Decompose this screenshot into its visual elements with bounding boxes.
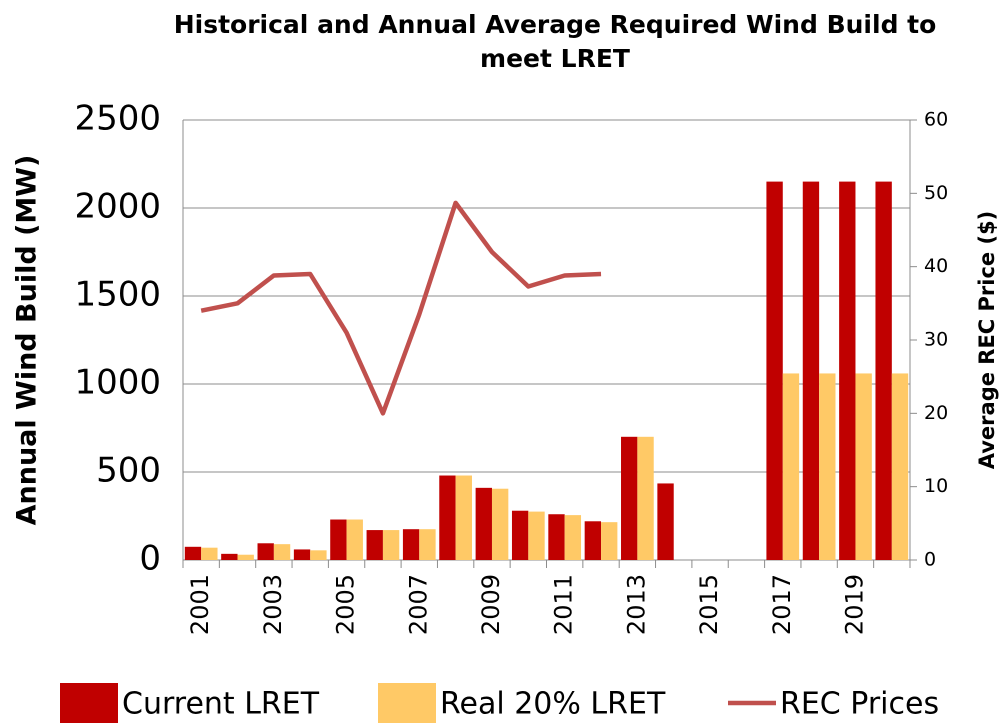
- bar: [802, 181, 820, 560]
- x-tick-label: 2005: [332, 574, 360, 635]
- legend-label: REC Prices: [780, 687, 939, 722]
- bar: [891, 373, 909, 560]
- x-tick-label: 2001: [186, 574, 214, 635]
- bar: [819, 373, 836, 560]
- chart-title: Historical and Annual Average Required W…: [173, 10, 937, 73]
- y-tick-label: 2000: [74, 187, 161, 227]
- bar: [875, 181, 892, 560]
- x-tick-label: 2011: [550, 574, 578, 635]
- y-tick-label: 2500: [74, 99, 161, 139]
- y2-tick-label: 40: [924, 255, 948, 277]
- bar: [601, 522, 618, 560]
- legend-label: Real 20% LRET: [440, 687, 666, 722]
- y2-tick-label: 0: [924, 549, 936, 571]
- bar: [221, 553, 238, 560]
- bar: [584, 521, 602, 560]
- y-tick-label: 1500: [74, 275, 161, 315]
- y2-tick-label: 20: [924, 402, 948, 424]
- y2-tick-label: 60: [924, 109, 948, 131]
- bar: [310, 550, 327, 560]
- x-tick-label: 2007: [404, 574, 432, 635]
- legend-label: Current LRET: [122, 687, 320, 722]
- bar: [491, 488, 509, 560]
- bar: [621, 436, 638, 560]
- x-tick-label: 2019: [840, 574, 868, 635]
- bar: [346, 519, 363, 560]
- bar: [564, 515, 582, 560]
- x-tick-label: 2013: [622, 574, 650, 635]
- bar: [839, 181, 856, 560]
- bar: [511, 510, 529, 560]
- bar: [330, 519, 347, 560]
- y-tick-label: 0: [139, 539, 161, 579]
- bar: [657, 483, 674, 560]
- bar: [766, 181, 783, 560]
- bar: [637, 436, 654, 560]
- bar: [184, 546, 202, 560]
- bar: [201, 547, 218, 560]
- bar: [855, 373, 872, 560]
- bar: [548, 514, 565, 560]
- y-axis-label: Annual Wind Build (MW): [12, 155, 43, 526]
- legend-swatch: [60, 683, 118, 723]
- y2-tick-label: 10: [924, 475, 948, 497]
- bar: [455, 475, 472, 560]
- bar: [273, 544, 291, 560]
- x-tick-label: 2009: [477, 574, 505, 635]
- bar: [293, 549, 311, 560]
- x-tick-label: 2015: [695, 574, 723, 635]
- bar: [257, 543, 274, 560]
- bar: [402, 529, 420, 560]
- bar: [419, 529, 436, 560]
- legend-swatch: [378, 683, 436, 723]
- y-tick-label: 500: [96, 451, 161, 491]
- bar: [237, 554, 254, 560]
- y2-tick-label: 30: [924, 329, 948, 351]
- bar: [528, 511, 545, 560]
- y2-axis-label: Average REC Price ($): [975, 211, 999, 470]
- y-tick-label: 1000: [74, 363, 161, 403]
- bar: [475, 487, 492, 560]
- x-tick-label: 2003: [259, 574, 287, 635]
- x-tick-label: 2017: [768, 574, 796, 635]
- bar: [439, 475, 456, 560]
- bar: [782, 373, 800, 560]
- line: [200, 200, 602, 416]
- y2-tick-label: 50: [924, 182, 948, 204]
- bar: [366, 530, 383, 560]
- bar: [382, 530, 400, 560]
